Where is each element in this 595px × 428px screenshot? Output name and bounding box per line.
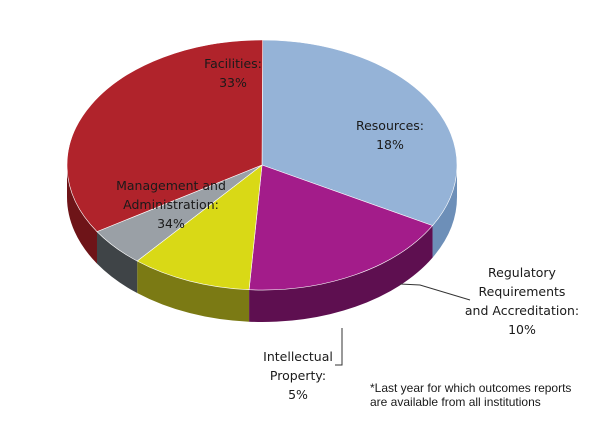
pie-label-0: Facilities: 33% — [204, 56, 262, 90]
pie-label-text: Management and — [116, 178, 226, 193]
pie-label-2: Regulatory Requirements and Accreditation:… — [465, 265, 579, 337]
pie-label-text: Regulatory — [488, 265, 556, 280]
pie-label-3: Intellectual Property: 5% — [263, 349, 333, 402]
pie-label-percent: 18% — [376, 137, 404, 152]
pie-label-4: Management and Administration: 34% — [116, 178, 226, 231]
pie-slice-1 — [248, 164, 434, 291]
pie-slice-4 — [66, 39, 263, 232]
pie-label-text: Requirements — [479, 284, 566, 299]
pie-labels: Facilities: 33% Resources: 18% Regulatory Req… — [116, 56, 579, 402]
pie-label-text: Property: — [270, 368, 326, 383]
pie-side-2 — [137, 261, 250, 322]
pie-leader-2 — [399, 283, 471, 301]
pie-tops — [66, 39, 458, 291]
pie-label-text: Administration: — [123, 197, 219, 212]
pie-side-3 — [96, 231, 138, 294]
pie-side-1 — [249, 225, 433, 322]
pie-leaders — [335, 283, 471, 366]
pie-label-text: Facilities: — [204, 56, 262, 71]
pie-label-percent: 10% — [508, 322, 536, 337]
footnote-line-2: are available from all institutions — [370, 395, 541, 409]
pie-label-1: Resources: 18% — [356, 118, 424, 152]
pie-label-text: and Accreditation: — [465, 303, 579, 318]
pie-label-text: Intellectual — [263, 349, 333, 364]
pie-slice-0 — [261, 39, 458, 226]
pie-side-4 — [67, 165, 97, 264]
footnote: *Last year for which outcomes reports ar… — [370, 381, 590, 409]
pie-label-percent: 34% — [157, 216, 185, 231]
footnote-line-1: *Last year for which outcomes reports — [370, 381, 572, 395]
pie-leader-3 — [335, 328, 343, 366]
pie-side-0 — [432, 165, 457, 258]
pie-slice-2 — [136, 164, 263, 291]
pie-sides — [67, 165, 457, 322]
pie-label-percent: 5% — [288, 387, 308, 402]
pie-label-percent: 33% — [219, 75, 247, 90]
pie-label-text: Resources: — [356, 118, 424, 133]
